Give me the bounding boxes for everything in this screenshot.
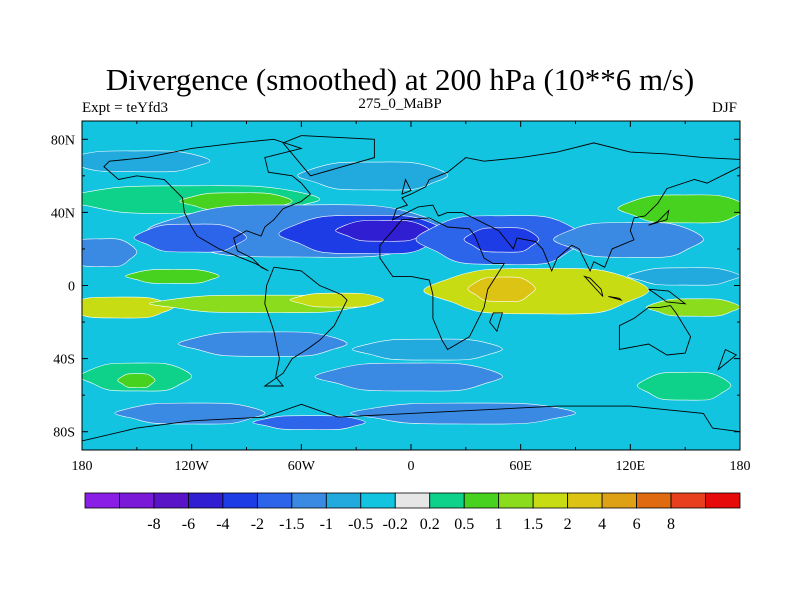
colorbar-swatch xyxy=(84,492,120,509)
y-tick-label: 80S xyxy=(53,426,75,441)
x-tick-label: 60E xyxy=(509,459,532,474)
season-label: DJF xyxy=(712,100,738,116)
colorbar-label: 0.2 xyxy=(420,516,440,533)
colorbar-swatch xyxy=(567,492,603,509)
x-tick-label: 0 xyxy=(408,459,415,474)
colorbar-label: -6 xyxy=(182,516,195,533)
coastline xyxy=(263,266,348,387)
coastline xyxy=(282,135,375,177)
divergence-field xyxy=(82,121,740,450)
coastline xyxy=(648,288,687,305)
coastline xyxy=(618,305,692,356)
y-tick-label: 80N xyxy=(51,133,75,148)
x-tick-label: 120E xyxy=(616,459,646,474)
y-tick-label: 0 xyxy=(68,280,75,295)
divergence-cell xyxy=(314,362,503,392)
coastline xyxy=(391,142,740,273)
time-label: 275_0_MaBP xyxy=(358,96,442,112)
colorbar-label: 1.5 xyxy=(523,516,543,533)
colorbar-swatch xyxy=(222,492,258,509)
colorbar-swatch xyxy=(360,492,396,509)
coastline xyxy=(717,348,738,371)
colorbar-swatch xyxy=(188,492,224,509)
colorbar-swatch xyxy=(636,492,672,509)
x-tick-label: 180 xyxy=(72,459,93,474)
divergence-cell xyxy=(117,373,156,388)
colorbar-label: 8 xyxy=(667,516,675,533)
divergence-cell xyxy=(627,267,740,286)
colorbar-swatch xyxy=(325,492,362,509)
divergence-cell xyxy=(467,276,536,302)
colorbar-label: 6 xyxy=(633,516,641,533)
divergence-cell xyxy=(463,227,540,253)
colorbar-swatch xyxy=(153,492,189,509)
colorbar-swatch xyxy=(119,492,155,509)
y-tick-label: 40S xyxy=(53,353,75,368)
coastline xyxy=(608,296,623,301)
colorbar: -8 -6 -4 -2 -1.5 -1 -0.5 -0.2 0.2 0.5 1 1.5 2 4 6 8 xyxy=(84,492,741,533)
colorbar-label: -0.2 xyxy=(383,516,408,533)
colorbar-label: -1 xyxy=(320,516,333,533)
colorbar-swatch xyxy=(670,492,706,509)
colorbar-swatch xyxy=(256,492,293,509)
divergence-cell xyxy=(352,338,503,361)
coastline xyxy=(401,178,412,195)
divergence-cell xyxy=(289,292,384,308)
colorbar-swatch xyxy=(601,492,637,509)
colorbar-swatch xyxy=(463,492,500,509)
coastline xyxy=(489,312,504,333)
colorbar-label: 2 xyxy=(564,516,572,533)
coastline xyxy=(82,403,740,450)
divergence-cell xyxy=(617,194,740,224)
divergence-cell xyxy=(553,222,704,258)
x-tick-label: 180 xyxy=(730,459,751,474)
divergence-cell xyxy=(82,238,138,268)
coastline xyxy=(379,217,506,351)
colorbar-swatch xyxy=(291,492,327,509)
colorbar-swatch xyxy=(394,492,431,509)
colorbar-label: -4 xyxy=(216,516,229,533)
colorbar-label: -2 xyxy=(251,516,264,533)
divergence-cell xyxy=(82,150,211,173)
colorbar-label: -0.5 xyxy=(348,516,373,533)
colorbar-label: -1.5 xyxy=(279,516,304,533)
y-tick-label: 40N xyxy=(51,206,75,221)
divergence-cell xyxy=(133,223,247,253)
divergence-cell xyxy=(646,298,740,317)
colorbar-swatch xyxy=(429,492,465,509)
divergence-cell xyxy=(82,296,174,319)
coastline xyxy=(648,209,670,226)
divergence-cell xyxy=(252,415,366,430)
colorbar-swatch xyxy=(532,492,569,509)
x-tick-label: 120W xyxy=(175,459,210,474)
chart-title: Divergence (smoothed) at 200 hPa (10**6 … xyxy=(105,62,695,97)
experiment-label: Expt = teYfd3 xyxy=(82,100,168,116)
coastlines xyxy=(82,135,740,450)
colorbar-swatch xyxy=(705,492,741,509)
x-tick-label: 60W xyxy=(288,459,316,474)
colorbar-label: 4 xyxy=(598,516,606,533)
axis-ticks: 180 120W 60W 0 60E 120E 180 80N 40N 0 40S 80S xyxy=(51,121,751,474)
coastline xyxy=(583,275,604,297)
colorbar-label: -8 xyxy=(147,516,160,533)
coastline xyxy=(103,138,312,272)
divergence-cell xyxy=(125,269,220,284)
colorbar-label: 0.5 xyxy=(454,516,474,533)
colorbar-swatch xyxy=(498,492,534,509)
divergence-cell xyxy=(335,219,430,242)
divergence-cell xyxy=(636,371,732,401)
colorbar-label: 1 xyxy=(495,516,503,533)
